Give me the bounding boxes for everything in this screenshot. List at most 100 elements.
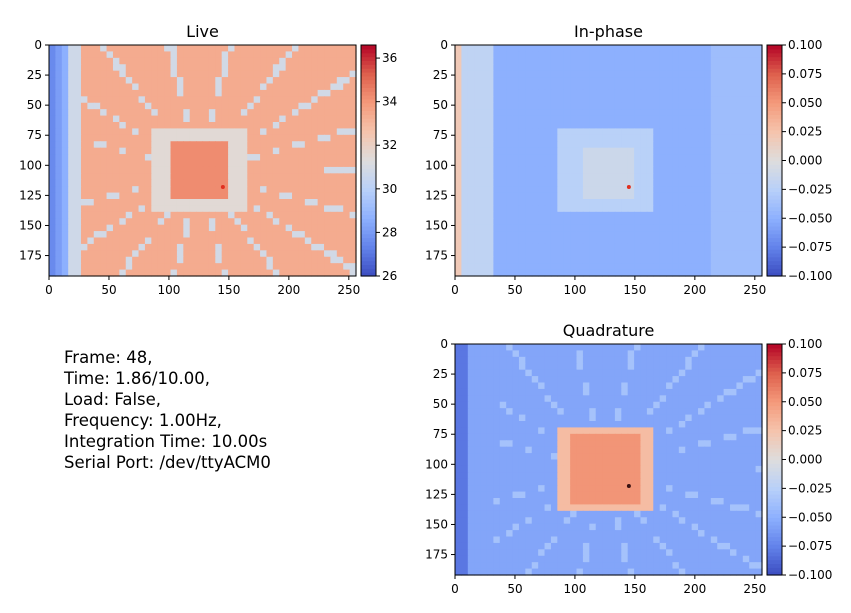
heatmap-cell [576, 414, 584, 422]
heatmap-cell [157, 256, 165, 264]
colorbar-step [767, 56, 782, 61]
heatmap-cell [723, 141, 731, 149]
heatmap-cell [544, 356, 552, 364]
heatmap-cell [589, 211, 597, 219]
heatmap-cell [247, 83, 255, 91]
heatmap-cell [717, 237, 725, 245]
heatmap-cell [672, 51, 680, 59]
heatmap-cell [685, 77, 693, 85]
heatmap-cell [170, 186, 178, 194]
heatmap-cell [164, 83, 172, 91]
heatmap-cell [602, 231, 610, 239]
heatmap-cell [506, 401, 514, 409]
heatmap-cell [730, 77, 738, 85]
heatmap-cell [659, 179, 667, 187]
heatmap-cell [512, 427, 520, 435]
heatmap-cell [49, 211, 56, 219]
heatmap-cell [525, 510, 533, 518]
heatmap-cell [582, 173, 590, 181]
heatmap-cell [755, 491, 763, 499]
heatmap-cell [582, 356, 590, 364]
heatmap-cell [112, 109, 120, 117]
heatmap-cell [285, 263, 293, 271]
heatmap-cell [144, 83, 152, 91]
heatmap-cell [138, 218, 146, 226]
heatmap-cell [614, 147, 622, 155]
heatmap-cell [506, 517, 514, 525]
heatmap-cell [518, 205, 526, 213]
heatmap-cell [710, 64, 718, 72]
heatmap-cell [279, 218, 287, 226]
heatmap-cell [260, 166, 268, 174]
heatmap-cell [493, 376, 501, 384]
heatmap-cell [215, 224, 223, 232]
heatmap-cell [506, 263, 514, 271]
heatmap-cell [685, 269, 693, 277]
heatmap-cell [736, 173, 744, 181]
heatmap-cell [189, 51, 197, 59]
heatmap-cell [279, 205, 287, 213]
heatmap-cell [461, 64, 469, 72]
heatmap-cell [144, 51, 152, 59]
heatmap-cell [557, 51, 565, 59]
heatmap-cell [279, 115, 287, 123]
heatmap-cell [74, 250, 82, 258]
heatmap-cell [742, 256, 750, 264]
heatmap-cell [525, 256, 533, 264]
heatmap-cell [151, 243, 159, 251]
heatmap-cell [304, 192, 312, 200]
heatmap-cell [678, 83, 686, 91]
heatmap-cell [595, 491, 603, 499]
heatmap-cell [80, 243, 88, 251]
heatmap-cell [685, 115, 693, 123]
heatmap-cell [292, 269, 300, 277]
heatmap-cell [589, 166, 597, 174]
heatmap-cell [196, 154, 204, 162]
heatmap-cell [698, 263, 706, 271]
heatmap-cell [106, 83, 114, 91]
heatmap-cell [119, 256, 127, 264]
heatmap-cell [474, 510, 482, 518]
heatmap-cell [202, 263, 210, 271]
heatmap-cell [176, 256, 184, 264]
heatmap-cell [685, 109, 693, 117]
heatmap-cell [563, 89, 571, 97]
heatmap-cell [183, 57, 191, 65]
heatmap-cell [544, 205, 552, 213]
heatmap-cell [742, 134, 750, 142]
heatmap-cell [723, 504, 731, 512]
heatmap-cell [704, 446, 712, 454]
heatmap-cell [253, 115, 261, 123]
colorbar-step [361, 75, 376, 81]
heatmap-cell [106, 250, 114, 258]
heatmap-cell [183, 186, 191, 194]
heatmap-cell [253, 263, 261, 271]
heatmap-cell [659, 498, 667, 506]
heatmap-cell [202, 237, 210, 245]
heatmap-cell [486, 395, 494, 403]
heatmap-cell [486, 45, 494, 53]
heatmap-cell [138, 83, 146, 91]
heatmap-cell [336, 109, 344, 117]
heatmap-cell [119, 231, 127, 239]
heatmap-cell [317, 96, 325, 104]
heatmap-cell [525, 421, 533, 429]
heatmap-cell [730, 64, 738, 72]
heatmap-cell [614, 498, 622, 506]
heatmap-cell [557, 147, 565, 155]
heatmap-cell [557, 89, 565, 97]
heatmap-cell [132, 128, 140, 136]
heatmap-cell [749, 70, 757, 78]
heatmap-cell [589, 89, 597, 97]
heatmap-cell [672, 128, 680, 136]
heatmap-cell [100, 115, 108, 123]
heatmap-cell [602, 122, 610, 130]
heatmap-cell [582, 179, 590, 187]
heatmap-cell [723, 453, 731, 461]
heatmap-cell [742, 199, 750, 207]
heatmap-cell [266, 77, 274, 85]
heatmap-cell [531, 160, 539, 168]
heatmap-cell [292, 128, 300, 136]
heatmap-cell [608, 199, 616, 207]
heatmap-cell [112, 243, 120, 251]
